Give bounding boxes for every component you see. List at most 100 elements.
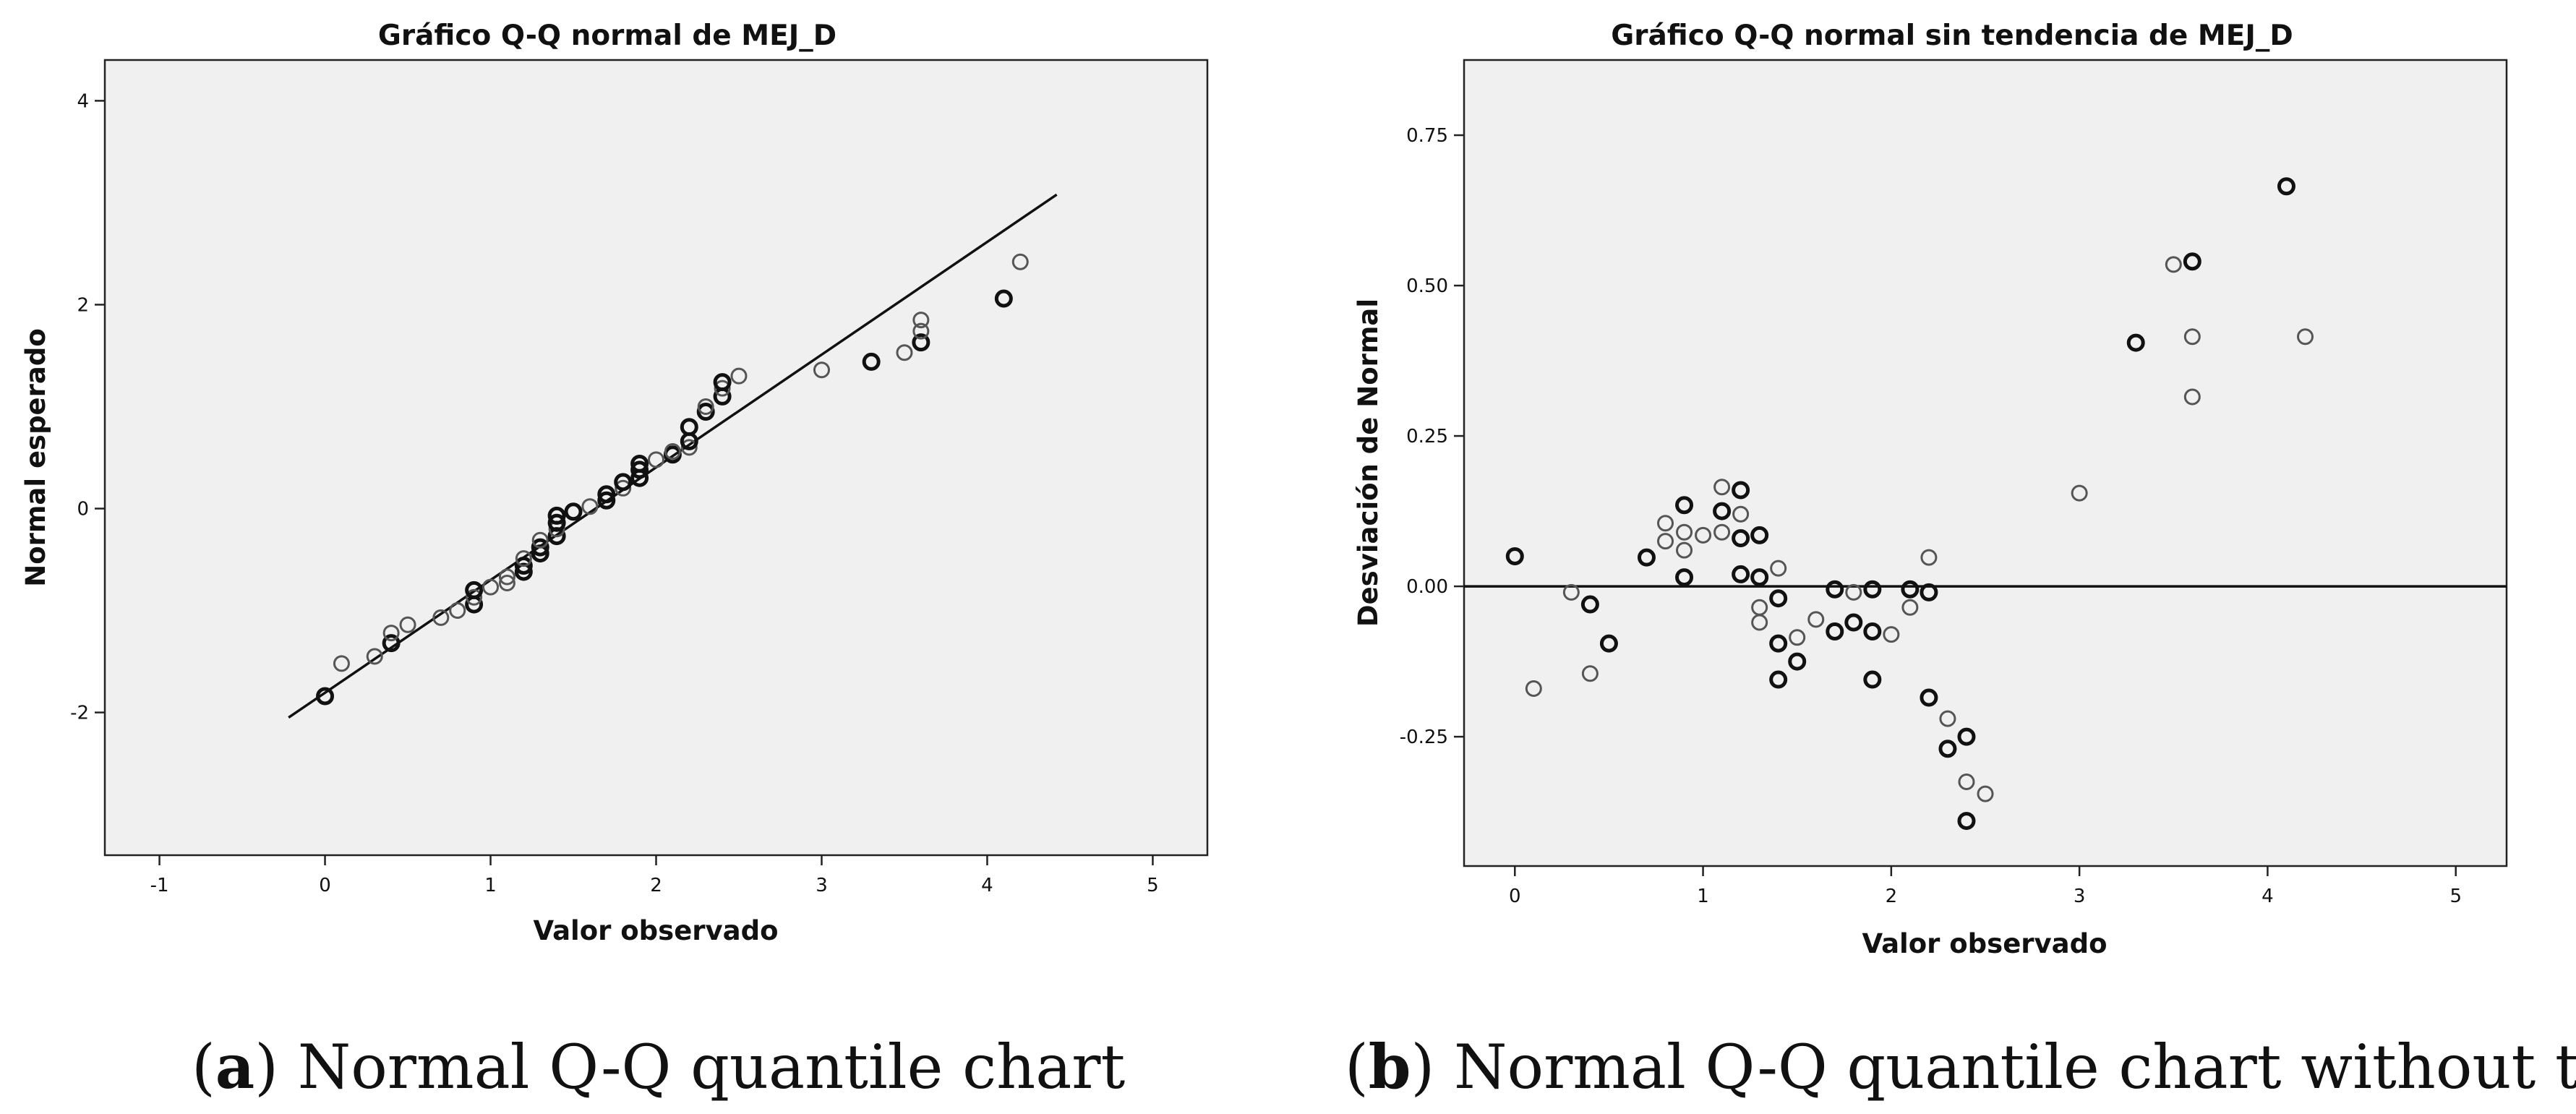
data-point — [648, 451, 664, 468]
chart-b-points — [1505, 177, 2314, 831]
data-point — [547, 506, 566, 525]
x-tick-label: 5 — [1147, 875, 1159, 896]
data-point — [1695, 526, 1712, 544]
chart-b-title: Gráfico Q-Q normal sin tendencia de MEJ_… — [1611, 20, 2293, 52]
chart-a-reference-line — [288, 193, 1058, 719]
chart-a-plot-area — [103, 59, 1209, 857]
chart-b-x-label: Valor observado — [1862, 928, 2107, 959]
data-point — [912, 322, 930, 340]
data-point — [1957, 812, 1976, 831]
caption-a: (a) Normal Q-Q quantile chart — [192, 1031, 1125, 1102]
data-point — [482, 578, 500, 596]
data-point — [1920, 549, 1938, 566]
y-tick-label: 0.75 — [1406, 125, 1448, 147]
data-point — [597, 485, 616, 504]
data-point — [1675, 568, 1694, 587]
data-point — [1826, 580, 1844, 599]
data-point — [531, 531, 549, 549]
data-point — [2183, 252, 2201, 271]
data-point — [316, 687, 335, 706]
data-point — [1844, 613, 1863, 632]
data-point — [1939, 710, 1956, 727]
data-point — [2165, 256, 2182, 273]
caption-b-letter: b — [1369, 1031, 1411, 1102]
data-point — [630, 454, 649, 473]
data-point — [333, 655, 350, 672]
data-point — [1732, 529, 1750, 548]
data-point — [1788, 652, 1807, 671]
data-point — [514, 562, 533, 581]
data-point — [1505, 547, 1524, 565]
data-point — [498, 574, 515, 591]
data-point — [1675, 496, 1694, 515]
data-point — [2296, 328, 2314, 346]
data-point — [1863, 622, 1882, 640]
panel-b: Gráfico Q-Q normal sin tendencia de MEJ_… — [1353, 20, 2508, 959]
data-point — [730, 367, 748, 385]
chart-a-title: Gráfico Q-Q normal de MEJ_D — [378, 20, 836, 52]
data-point — [1863, 670, 1882, 689]
chart-b-y-axis: -0.25 0.00 0.25 0.50 0.75 — [1400, 125, 1464, 748]
data-point — [1920, 688, 1938, 707]
data-point — [1845, 583, 1862, 601]
data-point — [862, 352, 881, 371]
data-point — [514, 556, 533, 575]
data-point — [515, 550, 532, 567]
x-tick-label: 4 — [2262, 886, 2274, 907]
data-point — [1750, 568, 1769, 587]
data-point — [1807, 611, 1825, 628]
caption-a-letter: a — [215, 1031, 254, 1102]
data-point — [1713, 523, 1731, 541]
data-point — [1901, 580, 1920, 599]
x-tick-label: 1 — [484, 875, 497, 896]
data-point — [1657, 533, 1674, 550]
data-point — [1676, 523, 1693, 541]
caption-a-text: Normal Q-Q quantile chart — [278, 1032, 1125, 1102]
data-point — [1977, 785, 1994, 802]
data-point — [1751, 614, 1768, 631]
y-tick-label: 0 — [77, 499, 89, 520]
data-point — [1957, 727, 1976, 746]
data-point — [813, 361, 830, 379]
data-point — [714, 380, 731, 397]
y-tick-label: 0.25 — [1406, 426, 1448, 447]
data-point — [1958, 774, 1975, 791]
chart-a-x-label: Valor observado — [533, 915, 778, 946]
data-point — [2183, 328, 2201, 346]
data-point — [614, 473, 633, 492]
data-point — [912, 312, 930, 329]
chart-b-plot-area — [1463, 59, 2508, 867]
data-point — [1732, 565, 1750, 583]
y-tick-label: 0.50 — [1406, 275, 1448, 297]
data-point — [1676, 541, 1693, 559]
data-point — [547, 513, 566, 532]
data-point — [531, 538, 549, 557]
data-point — [1580, 595, 1599, 614]
x-tick-label: 0 — [319, 875, 331, 896]
data-point — [1826, 622, 1844, 640]
data-point — [1732, 481, 1750, 500]
panel-a: Gráfico Q-Q normal de MEJ_D -1 0 1 2 3 4 5 -2 0… — [20, 20, 1209, 946]
data-point — [531, 544, 549, 563]
data-point — [1770, 560, 1787, 577]
x-tick-label: 0 — [1509, 886, 1521, 907]
data-point — [1525, 680, 1542, 698]
data-point — [1713, 502, 1732, 520]
data-point — [1769, 634, 1788, 653]
x-tick-label: 1 — [1697, 886, 1709, 907]
data-point — [382, 625, 400, 642]
data-point — [1637, 548, 1656, 567]
data-point — [432, 609, 450, 626]
y-tick-label: -0.25 — [1400, 727, 1448, 748]
data-point — [713, 373, 732, 392]
chart-b-x-axis: 0 1 2 3 4 5 — [1509, 866, 2462, 907]
data-point — [1657, 515, 1674, 532]
chart-a-y-label: Normal esperado — [20, 328, 51, 587]
x-tick-label: -1 — [150, 875, 169, 896]
y-tick-label: -2 — [70, 703, 89, 724]
data-point — [466, 588, 483, 606]
data-point — [2126, 333, 2145, 352]
y-tick-label: 4 — [77, 90, 89, 112]
x-tick-label: 2 — [1886, 886, 1898, 907]
